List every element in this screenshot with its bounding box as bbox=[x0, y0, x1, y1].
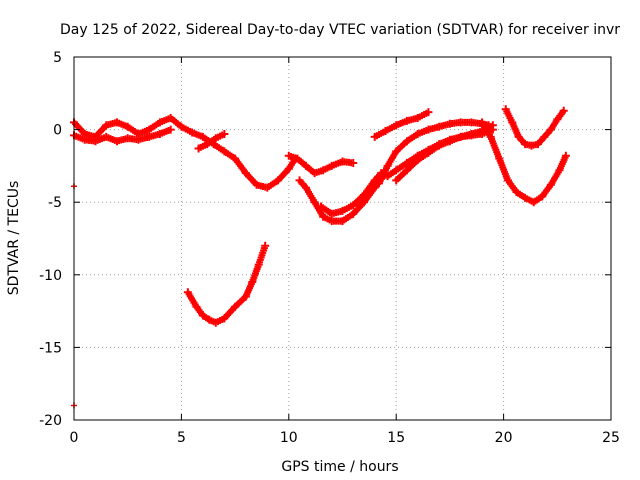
series-arc-3 bbox=[194, 129, 229, 153]
grid-lines bbox=[74, 57, 611, 420]
data-marks bbox=[70, 105, 570, 409]
y-tick-label: 0 bbox=[53, 123, 62, 139]
y-tick-label: 5 bbox=[53, 50, 62, 66]
y-axis-label: SDTVAR / TECUs bbox=[6, 181, 22, 296]
x-tick-label: 15 bbox=[387, 430, 405, 446]
axes: 0 5 10 15 20 25 -20 -15 -10 -5 0 5 bbox=[39, 50, 620, 446]
series-arc-4 bbox=[183, 241, 270, 327]
data-point bbox=[220, 129, 229, 138]
chart-title: Day 125 of 2022, Sidereal Day-to-day VTE… bbox=[60, 22, 620, 38]
x-axis-label: GPS time / hours bbox=[281, 459, 398, 475]
data-point bbox=[559, 106, 568, 115]
x-tick-label: 5 bbox=[177, 430, 186, 446]
series-arc-1 bbox=[70, 113, 300, 192]
y-tick-label: -10 bbox=[39, 268, 62, 284]
x-tick-label: 20 bbox=[495, 430, 513, 446]
plot-frame bbox=[73, 56, 612, 421]
data-point bbox=[561, 151, 570, 160]
series-arc-10 bbox=[392, 121, 497, 185]
series-arc-12 bbox=[501, 105, 568, 150]
data-point bbox=[261, 241, 270, 250]
data-point bbox=[166, 125, 175, 134]
x-tick-label: 0 bbox=[70, 430, 79, 446]
data-point bbox=[488, 121, 497, 130]
series-arc-11 bbox=[478, 118, 570, 207]
y-tick-label: -5 bbox=[48, 195, 62, 211]
data-point bbox=[424, 108, 433, 117]
series-arc-9 bbox=[375, 118, 493, 188]
y-tick-label: -20 bbox=[39, 413, 62, 429]
series-arc-8 bbox=[370, 108, 433, 141]
y-tick-label: -15 bbox=[39, 340, 62, 356]
series-arc-5 bbox=[284, 151, 358, 178]
x-tick-label: 10 bbox=[280, 430, 298, 446]
data-point bbox=[349, 158, 358, 167]
x-tick-label: 25 bbox=[602, 430, 620, 446]
